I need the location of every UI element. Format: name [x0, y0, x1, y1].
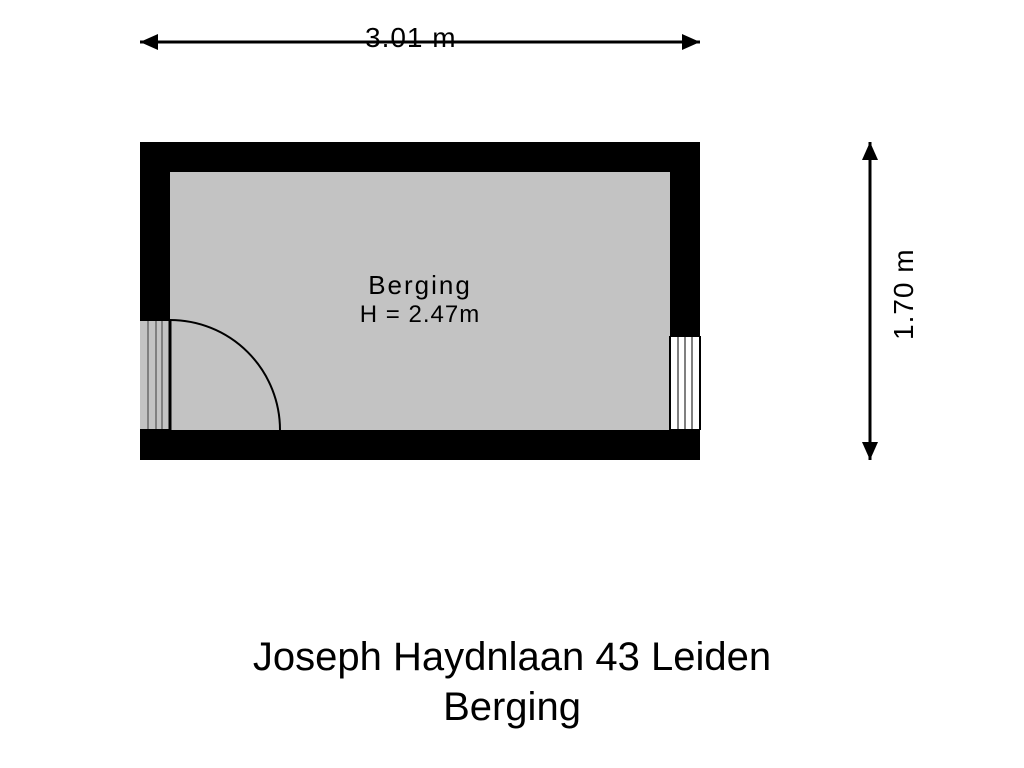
- room-label: Berging H = 2.47m: [320, 270, 520, 329]
- room-name: Berging: [320, 270, 520, 301]
- floorplan-title: Joseph Haydnlaan 43 Leiden Berging: [0, 632, 1024, 732]
- title-line1: Joseph Haydnlaan 43 Leiden: [0, 632, 1024, 682]
- title-line2: Berging: [0, 682, 1024, 732]
- room-height-label: H = 2.47m: [320, 301, 520, 329]
- floorplan-canvas: 3.01 m 1.70 m Berging H =: [0, 0, 1024, 768]
